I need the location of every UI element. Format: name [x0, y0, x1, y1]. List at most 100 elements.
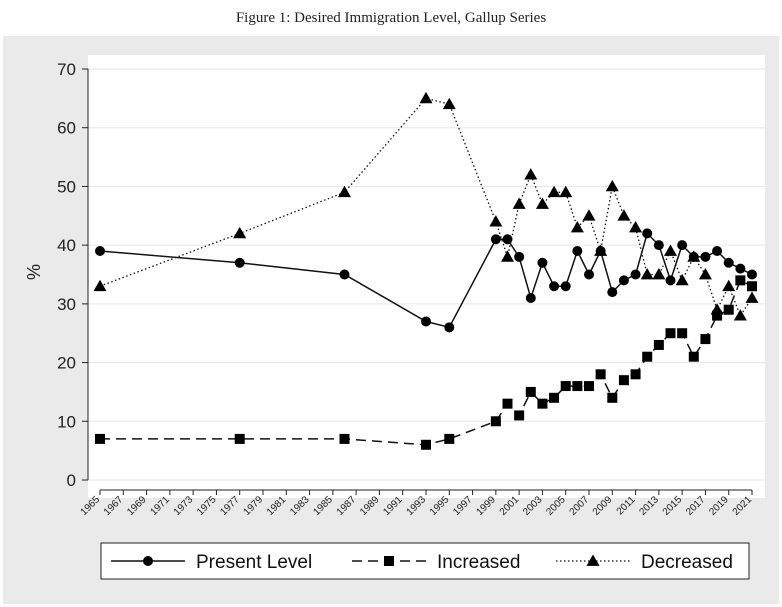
- data-point-decreased: [535, 197, 549, 209]
- data-point-present-level: [95, 246, 105, 257]
- data-point-present-level: [618, 275, 629, 286]
- data-point-decreased: [501, 250, 514, 262]
- data-point-increased: [502, 398, 513, 409]
- data-point-present-level: [735, 263, 746, 274]
- data-point-decreased: [512, 197, 526, 209]
- data-point-decreased: [745, 291, 759, 303]
- data-point-decreased: [687, 250, 701, 262]
- y-tick-label: 10: [57, 412, 76, 431]
- data-point-increased: [339, 433, 350, 444]
- data-point-decreased: [617, 209, 631, 221]
- legend-marker-present-level: [143, 556, 153, 566]
- data-point-increased: [677, 328, 688, 339]
- series-line-decreased: [99, 97, 753, 317]
- y-tick-label: 30: [57, 295, 76, 314]
- data-point-increased: [688, 351, 699, 362]
- data-point-present-level: [234, 257, 245, 268]
- legend: Present Level Increased Decreased: [100, 542, 750, 580]
- data-point-increased: [712, 310, 723, 321]
- data-point-increased: [549, 392, 560, 403]
- data-point-decreased: [722, 279, 736, 292]
- legend-marker-increased: [384, 556, 394, 566]
- data-point-increased: [723, 304, 734, 315]
- data-point-present-level: [502, 234, 513, 245]
- data-point-present-level: [339, 269, 350, 280]
- data-point-decreased: [652, 268, 666, 280]
- data-point-present-level: [525, 292, 536, 303]
- data-point-decreased: [233, 226, 247, 239]
- data-point-decreased: [93, 279, 107, 292]
- data-point-increased: [747, 281, 757, 292]
- data-point-decreased: [570, 221, 584, 233]
- data-point-present-level: [537, 257, 548, 268]
- y-tick-label: 40: [57, 236, 76, 255]
- data-point-decreased: [338, 185, 351, 198]
- figure-caption: Figure 1: Desired Immigration Level, Gal…: [235, 10, 547, 26]
- data-point-increased: [572, 381, 583, 392]
- series-line-increased: [100, 279, 753, 446]
- data-point-decreased: [489, 215, 503, 227]
- data-point-decreased: [664, 244, 677, 256]
- data-point-decreased: [419, 91, 433, 104]
- y-tick-label: 20: [57, 354, 76, 373]
- data-point-present-level: [421, 316, 431, 327]
- data-point-increased: [560, 381, 571, 392]
- data-point-decreased: [594, 244, 608, 256]
- data-point-decreased: [629, 221, 643, 233]
- data-point-present-level: [642, 228, 653, 239]
- data-point-increased: [735, 275, 746, 286]
- data-point-present-level: [514, 251, 525, 262]
- data-point-decreased: [582, 209, 596, 221]
- data-point-decreased: [698, 268, 712, 280]
- data-point-present-level: [572, 246, 583, 257]
- data-point-increased: [700, 334, 711, 345]
- data-point-increased: [665, 328, 676, 339]
- data-point-present-level: [677, 240, 688, 251]
- data-point-present-level: [747, 269, 757, 280]
- data-point-increased: [595, 369, 606, 380]
- data-point-decreased: [547, 185, 561, 198]
- data-point-increased: [607, 392, 618, 403]
- data-point-increased: [537, 398, 548, 409]
- data-point-present-level: [653, 240, 664, 251]
- legend-label-increased: Increased: [437, 552, 520, 573]
- data-point-decreased: [675, 273, 689, 286]
- data-point-increased: [653, 339, 664, 350]
- data-point-increased: [525, 386, 536, 397]
- data-point-present-level: [444, 322, 455, 333]
- series-line-present-level: [99, 231, 753, 329]
- data-point-present-level: [549, 281, 560, 292]
- y-tick-label: 50: [57, 177, 76, 196]
- gridlines: [88, 68, 765, 481]
- data-point-increased: [514, 410, 525, 421]
- plot-area: [88, 55, 765, 498]
- legend-label-present-level: Present Level: [196, 552, 312, 573]
- data-point-increased: [490, 416, 501, 427]
- data-point-present-level: [607, 287, 618, 298]
- data-point-increased: [630, 369, 641, 380]
- data-point-present-level: [723, 257, 734, 268]
- data-point-present-level: [712, 246, 723, 257]
- y-tick-label: 70: [57, 60, 76, 79]
- series-layer: [93, 91, 759, 450]
- legend-label-decreased: Decreased: [641, 552, 733, 573]
- data-point-decreased: [524, 168, 538, 180]
- data-point-decreased: [640, 268, 654, 280]
- data-point-increased: [444, 433, 455, 444]
- data-point-increased: [642, 351, 653, 362]
- data-point-decreased: [442, 97, 456, 110]
- data-point-increased: [421, 439, 431, 450]
- data-point-present-level: [700, 251, 711, 262]
- data-point-decreased: [605, 179, 619, 192]
- legend-marker-decreased: [586, 554, 600, 566]
- data-point-decreased: [710, 303, 724, 315]
- data-point-present-level: [630, 269, 641, 280]
- data-point-increased: [95, 433, 105, 444]
- y-tick-label: 60: [57, 119, 76, 138]
- data-point-present-level: [490, 234, 501, 245]
- data-point-present-level: [560, 281, 571, 292]
- data-point-increased: [618, 375, 629, 386]
- y-axis-label: %: [24, 264, 44, 280]
- data-point-present-level: [584, 269, 594, 280]
- data-point-increased: [234, 433, 245, 444]
